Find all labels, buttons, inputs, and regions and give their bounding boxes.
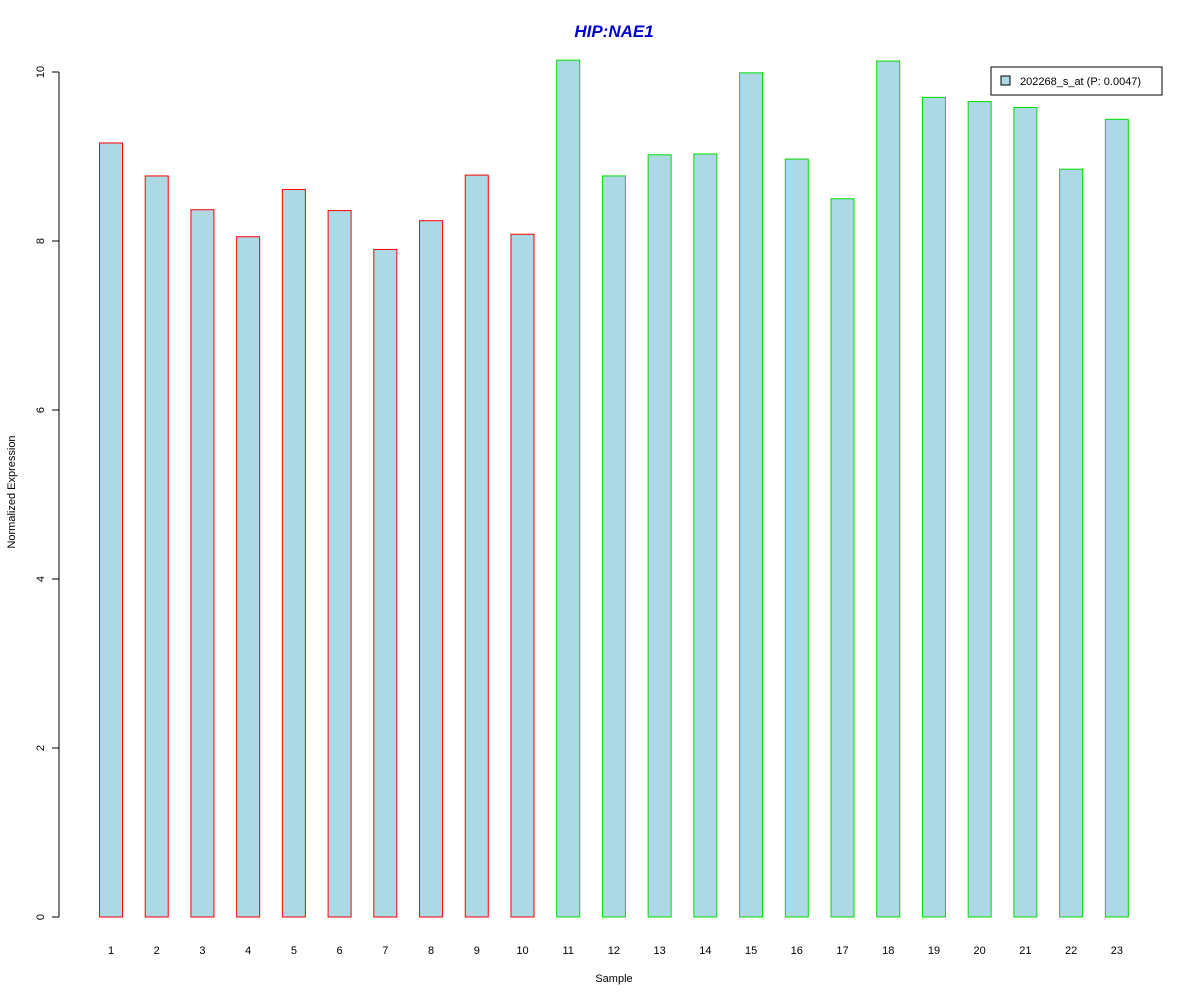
x-tick-label: 23 xyxy=(1111,945,1123,957)
bar-sample-10 xyxy=(510,233,535,918)
x-tick-label: 16 xyxy=(791,945,803,957)
x-tick-label: 21 xyxy=(1019,945,1031,957)
bar-sample-14 xyxy=(693,153,718,918)
bar-sample-3 xyxy=(190,209,215,918)
legend-swatch xyxy=(1000,75,1011,86)
legend-box xyxy=(990,66,1163,96)
bar-sample-12 xyxy=(601,175,626,918)
x-tick-label: 6 xyxy=(337,945,343,957)
bar-sample-20 xyxy=(967,101,992,918)
x-tick-label: 20 xyxy=(974,945,986,957)
bar-sample-5 xyxy=(281,188,306,918)
bar-sample-19 xyxy=(921,96,946,918)
x-tick-label: 11 xyxy=(562,945,573,957)
bar-sample-17 xyxy=(830,198,855,918)
x-tick-label: 15 xyxy=(745,945,757,957)
y-axis: 0 2 4 6 8 10 xyxy=(35,66,60,920)
x-tick-label: 14 xyxy=(699,945,711,957)
x-tick-label: 3 xyxy=(199,945,205,957)
legend-label: 202268_s_at (P: 0.0047) xyxy=(1020,76,1141,88)
chart-title: HIP:NAE1 xyxy=(574,22,653,41)
bar-sample-8 xyxy=(419,220,444,918)
legend: 202268_s_at (P: 0.0047) xyxy=(990,66,1163,96)
x-tick-label: 12 xyxy=(608,945,620,957)
x-tick-label: 10 xyxy=(516,945,528,957)
bar-sample-16 xyxy=(784,158,809,918)
bar-sample-22 xyxy=(1059,168,1084,918)
y-tick-label: 6 xyxy=(35,407,47,413)
y-tick-label: 8 xyxy=(35,238,47,244)
x-tick-label: 9 xyxy=(474,945,480,957)
bar-sample-15 xyxy=(739,72,764,918)
x-tick-label: 13 xyxy=(654,945,666,957)
x-tick-label: 8 xyxy=(428,945,434,957)
y-tick-label: 4 xyxy=(35,576,47,582)
bar-sample-11 xyxy=(556,59,581,918)
bar-sample-23 xyxy=(1104,118,1129,918)
bar-sample-2 xyxy=(144,175,169,918)
x-tick-label: 22 xyxy=(1065,945,1077,957)
bar-sample-9 xyxy=(464,174,489,918)
x-tick-label: 1 xyxy=(108,945,114,957)
x-tick-labels: 1 2 3 4 5 6 7 8 9 10 11 12 13 14 15 16 17 18 19 20 21 22 23 xyxy=(108,945,1123,957)
bar-sample-18 xyxy=(876,60,901,918)
bar-sample-13 xyxy=(647,154,672,918)
y-axis-label: Normalized Expression xyxy=(6,435,18,548)
x-tick-label: 17 xyxy=(836,945,848,957)
bars xyxy=(99,59,1129,918)
y-tick-label: 2 xyxy=(35,745,47,751)
x-tick-label: 4 xyxy=(245,945,251,957)
bar-sample-1 xyxy=(99,142,123,918)
x-tick-label: 5 xyxy=(291,945,297,957)
y-tick-label: 0 xyxy=(35,914,47,920)
bar-sample-7 xyxy=(373,248,398,918)
x-tick-label: 18 xyxy=(882,945,894,957)
bar-sample-4 xyxy=(236,236,261,918)
x-tick-label: 19 xyxy=(928,945,940,957)
x-tick-label: 2 xyxy=(154,945,160,957)
x-axis-label: Sample xyxy=(595,973,632,985)
x-tick-label: 7 xyxy=(382,945,388,957)
bar-sample-21 xyxy=(1013,106,1038,918)
bar-sample-6 xyxy=(327,210,352,918)
y-tick-label: 10 xyxy=(35,66,47,78)
